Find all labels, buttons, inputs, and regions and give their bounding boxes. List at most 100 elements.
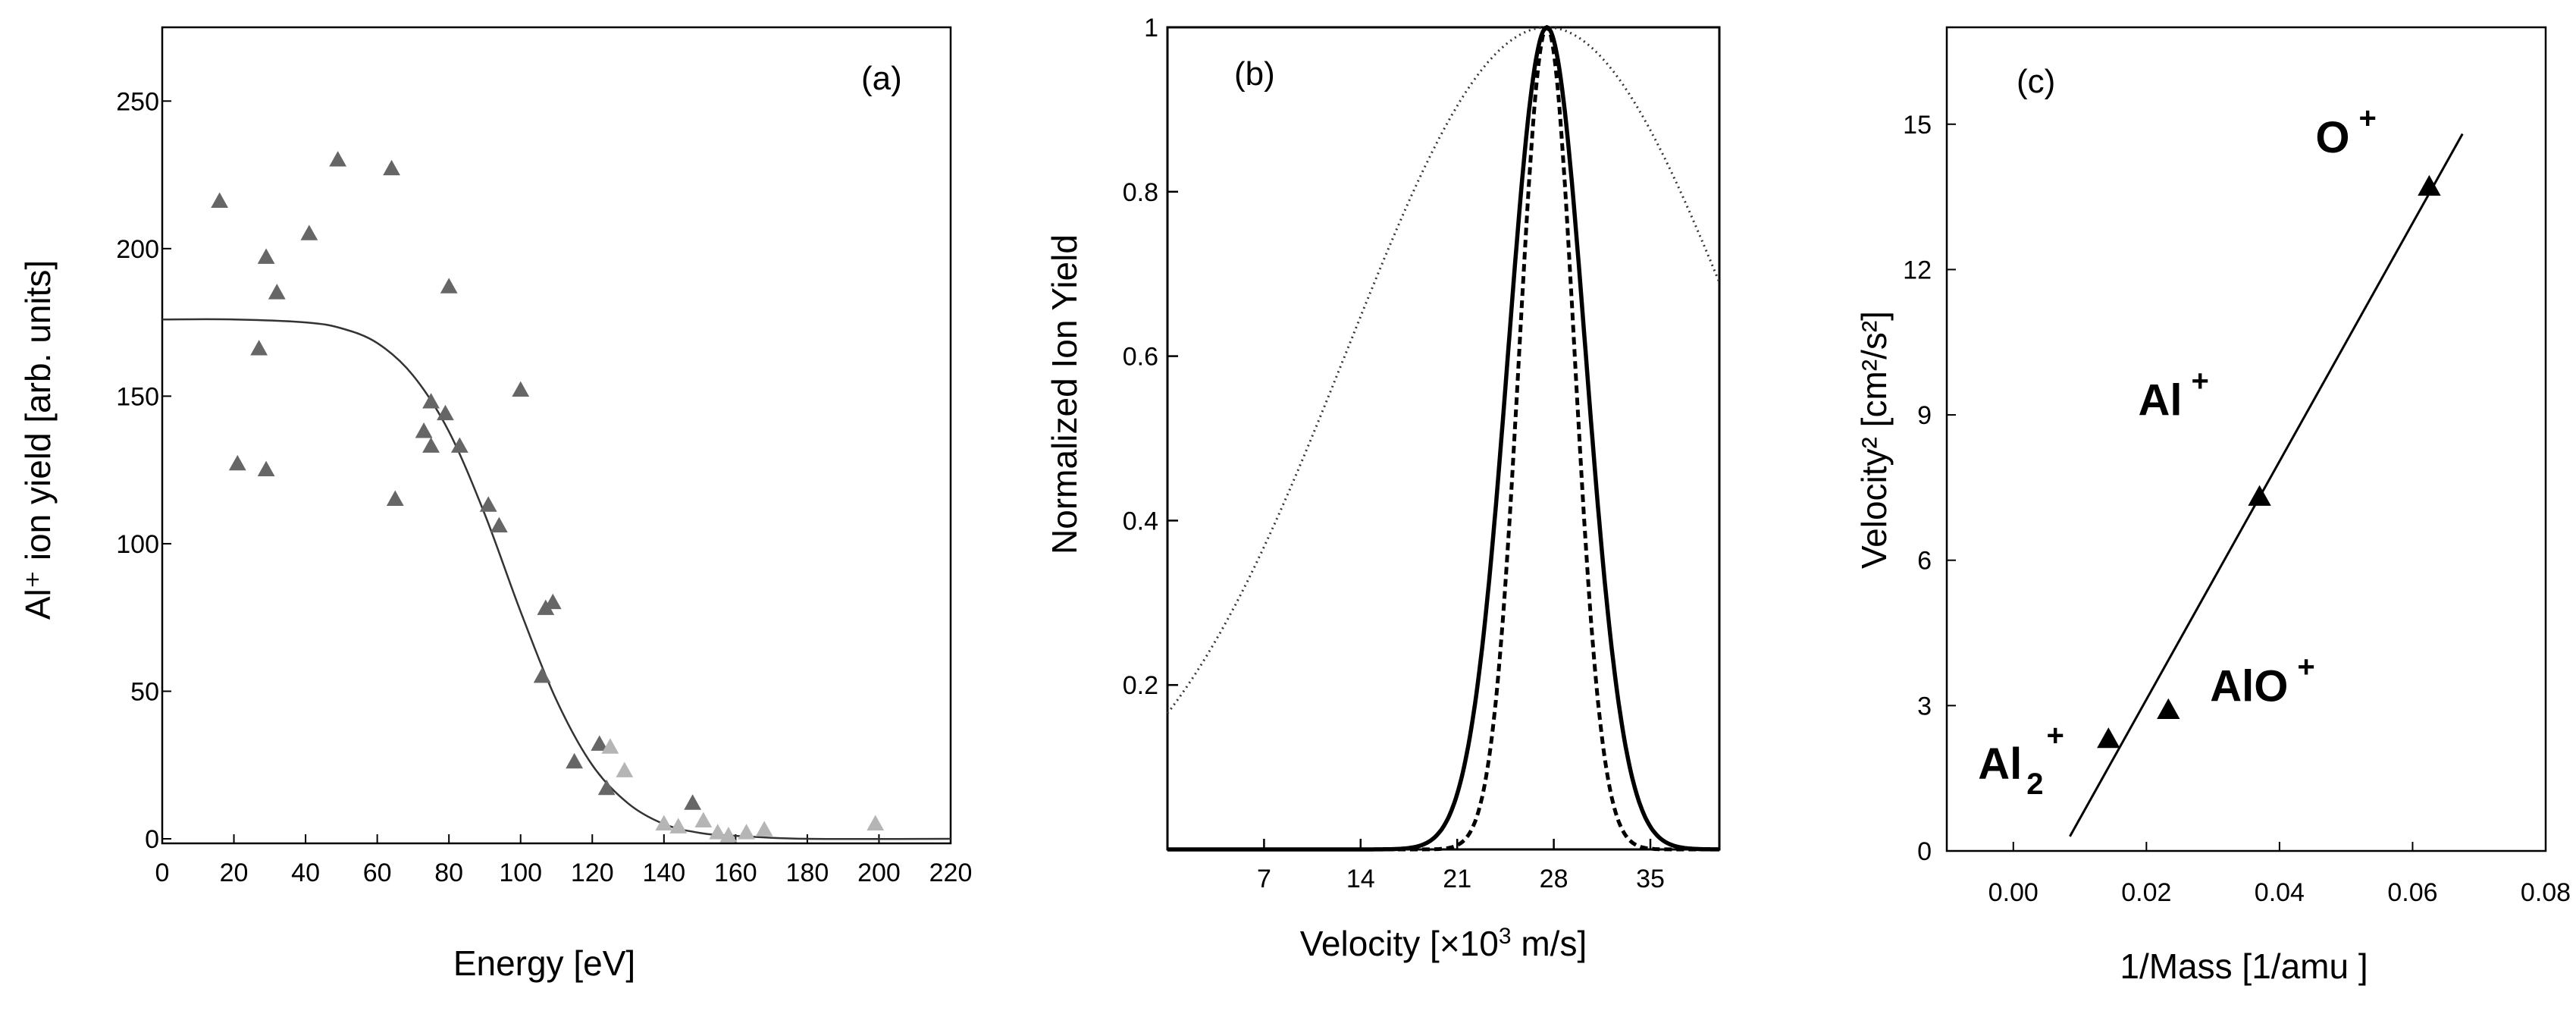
panel-c-x-label: 1/Mass [1/amu ] bbox=[2120, 947, 2368, 986]
panel-a-data-point bbox=[268, 284, 286, 300]
panel-c-ion-label-text: Al bbox=[1978, 739, 2022, 789]
panel-c-tag: (c) bbox=[2017, 63, 2055, 100]
panel-a-x-tick-label: 60 bbox=[363, 859, 392, 887]
panel-c-y-label: Velocity² [cm²/s²] bbox=[1854, 311, 1894, 569]
panel-a-data-point bbox=[228, 454, 246, 471]
panel-b-curve-dotted bbox=[1166, 26, 1721, 714]
panel-c-x-tick-label: 0.00 bbox=[1988, 878, 2039, 907]
panel-c-ion-label-superscript: + bbox=[2297, 651, 2314, 684]
panel-c-plot-frame bbox=[1945, 26, 2547, 852]
panel-a-data-point bbox=[669, 818, 688, 833]
panel-b-curve-dashed bbox=[1167, 24, 1719, 852]
panel-a-x-tick-label: 180 bbox=[786, 859, 829, 887]
panel-b-y-tick-label: 0.2 bbox=[1123, 671, 1158, 700]
panel-c-y-tick-label: 15 bbox=[1903, 111, 1932, 140]
panel-a-data-point bbox=[422, 393, 440, 409]
panel-b-y-tick-label: 0.6 bbox=[1123, 343, 1158, 372]
panel-a-tag: (a) bbox=[861, 60, 902, 97]
panel-a-data-point bbox=[250, 340, 268, 356]
panel-a-y-tick-label: 50 bbox=[130, 677, 159, 706]
panel-a-data-point bbox=[616, 761, 634, 777]
panel-a-data-point bbox=[591, 735, 609, 751]
panel-a-x-tick-label: 100 bbox=[499, 859, 542, 887]
panel-a-data-point bbox=[566, 752, 584, 769]
panel-c-x-tick-label: 0.06 bbox=[2387, 878, 2437, 907]
panel-c-x-tick-label: 0.02 bbox=[2121, 878, 2171, 907]
panel-a-data-point bbox=[257, 460, 275, 477]
panel-b-x-label-unit: m/s] bbox=[1512, 924, 1587, 963]
panel-c-y-tick-label: 3 bbox=[1917, 692, 1932, 720]
panel-a-data-point bbox=[597, 779, 616, 796]
panel-b: (b) 7 14 21 28 35 0.2 0.4 0.6 0.8 1 Velocity [×1… bbox=[1045, 14, 1721, 963]
panel-b-y-tick-label: 0.4 bbox=[1123, 507, 1158, 535]
panel-a-data-points bbox=[211, 151, 885, 843]
panel-c-ion-label: Al + bbox=[2139, 365, 2209, 425]
panel-c-y-tick-label: 6 bbox=[1917, 547, 1932, 576]
panel-c-ion-label: AlO + bbox=[2210, 651, 2314, 711]
panel-c-data-point bbox=[2418, 174, 2441, 196]
panel-b-x-tick-label: 35 bbox=[1636, 865, 1665, 893]
panel-a-y-axis: 0 50 100 150 200 250 bbox=[116, 87, 171, 854]
panel-a-data-point bbox=[684, 794, 702, 810]
panel-a-y-label: Al⁺ ion yield [arb. units] bbox=[18, 260, 58, 620]
panel-b-x-tick-label: 14 bbox=[1346, 865, 1375, 893]
panel-c-data-points bbox=[2097, 174, 2441, 749]
panel-c-ion-label-superscript: + bbox=[2192, 365, 2209, 398]
panel-a-y-tick-label: 200 bbox=[116, 235, 159, 264]
panel-a-data-point bbox=[738, 824, 755, 840]
panel-a-data-point bbox=[440, 278, 458, 294]
panel-c-ion-label-superscript: + bbox=[2359, 102, 2377, 135]
panel-a-data-point bbox=[694, 812, 713, 828]
panel-a-data-point bbox=[479, 496, 497, 512]
panel-a-data-point bbox=[867, 815, 885, 830]
panel-c-x-tick-label: 0.08 bbox=[2521, 878, 2571, 907]
panel-a-data-point bbox=[719, 827, 738, 843]
panel-a-data-point bbox=[601, 738, 619, 754]
panel-a-x-tick-label: 0 bbox=[155, 859, 170, 887]
panel-a-data-point bbox=[755, 821, 773, 837]
panel-a-data-point bbox=[533, 667, 551, 683]
panel-c-ion-label-text: AlO bbox=[2210, 662, 2288, 711]
panel-c-x-tick-label: 0.04 bbox=[2255, 878, 2305, 907]
panel-c-data-point bbox=[2248, 485, 2271, 506]
panel-b-y-label: Normalized Ion Yield bbox=[1045, 234, 1084, 554]
panel-b-curve-solid bbox=[1167, 25, 1719, 852]
panel-a-data-point bbox=[386, 490, 404, 506]
panel-a-y-tick-label: 150 bbox=[116, 382, 159, 411]
panel-b-y-tick-label: 0.8 bbox=[1123, 178, 1158, 207]
panel-c-data-point bbox=[2097, 727, 2120, 749]
panel-a-x-tick-label: 160 bbox=[714, 859, 757, 887]
panel-c-y-tick-label: 12 bbox=[1903, 256, 1932, 284]
panel-a-y-tick-label: 250 bbox=[116, 87, 159, 116]
panel-c-ion-label: O + bbox=[2315, 102, 2376, 162]
panel-a-data-point bbox=[211, 192, 229, 208]
panel-c-ion-label-subscript: 2 bbox=[2026, 768, 2043, 801]
panel-a-x-tick-label: 220 bbox=[929, 859, 973, 887]
panel-b-x-tick-label: 28 bbox=[1540, 865, 1568, 893]
panel-a-data-point bbox=[300, 224, 318, 240]
panel-a-data-point bbox=[450, 437, 469, 453]
panel-a: (a) 0 20 40 60 80 100 120 140 160 180 200 220 0 50 10… bbox=[18, 26, 973, 983]
panel-c-fit-line bbox=[2069, 133, 2464, 837]
panel-c-x-axis: 0.00 0.02 0.04 0.06 0.08 bbox=[1988, 842, 2571, 907]
panel-a-data-point bbox=[655, 815, 673, 830]
panel-b-x-tick-label: 7 bbox=[1257, 865, 1271, 893]
panel-b-x-axis: 7 14 21 28 35 bbox=[1257, 839, 1665, 893]
panel-a-x-tick-label: 140 bbox=[642, 859, 685, 887]
panel-c-y-tick-label: 9 bbox=[1917, 401, 1932, 430]
panel-c-ion-label-text: O bbox=[2315, 113, 2349, 162]
panel-b-x-label-main: Velocity [×10 bbox=[1300, 924, 1499, 963]
panel-c-data-point bbox=[2157, 698, 2180, 719]
panel-b-y-axis: 0.2 0.4 0.6 0.8 1 bbox=[1123, 14, 1178, 700]
panel-a-x-tick-label: 200 bbox=[857, 859, 901, 887]
panel-b-x-tick-label: 21 bbox=[1443, 865, 1471, 893]
panel-b-y-tick-label: 1 bbox=[1144, 14, 1158, 42]
panel-a-x-label: Energy [eV] bbox=[453, 943, 635, 983]
panel-c-ion-label-superscript: + bbox=[2047, 719, 2064, 752]
panel-c-ion-label-text: Al bbox=[2139, 376, 2183, 425]
panel-a-x-tick-label: 80 bbox=[434, 859, 463, 887]
panel-a-x-tick-label: 20 bbox=[220, 859, 249, 887]
panel-c-ion-labels: Al 2+AlO +Al +O + bbox=[1978, 102, 2377, 801]
panel-c-y-axis: 0 3 6 9 12 15 bbox=[1903, 111, 1956, 866]
